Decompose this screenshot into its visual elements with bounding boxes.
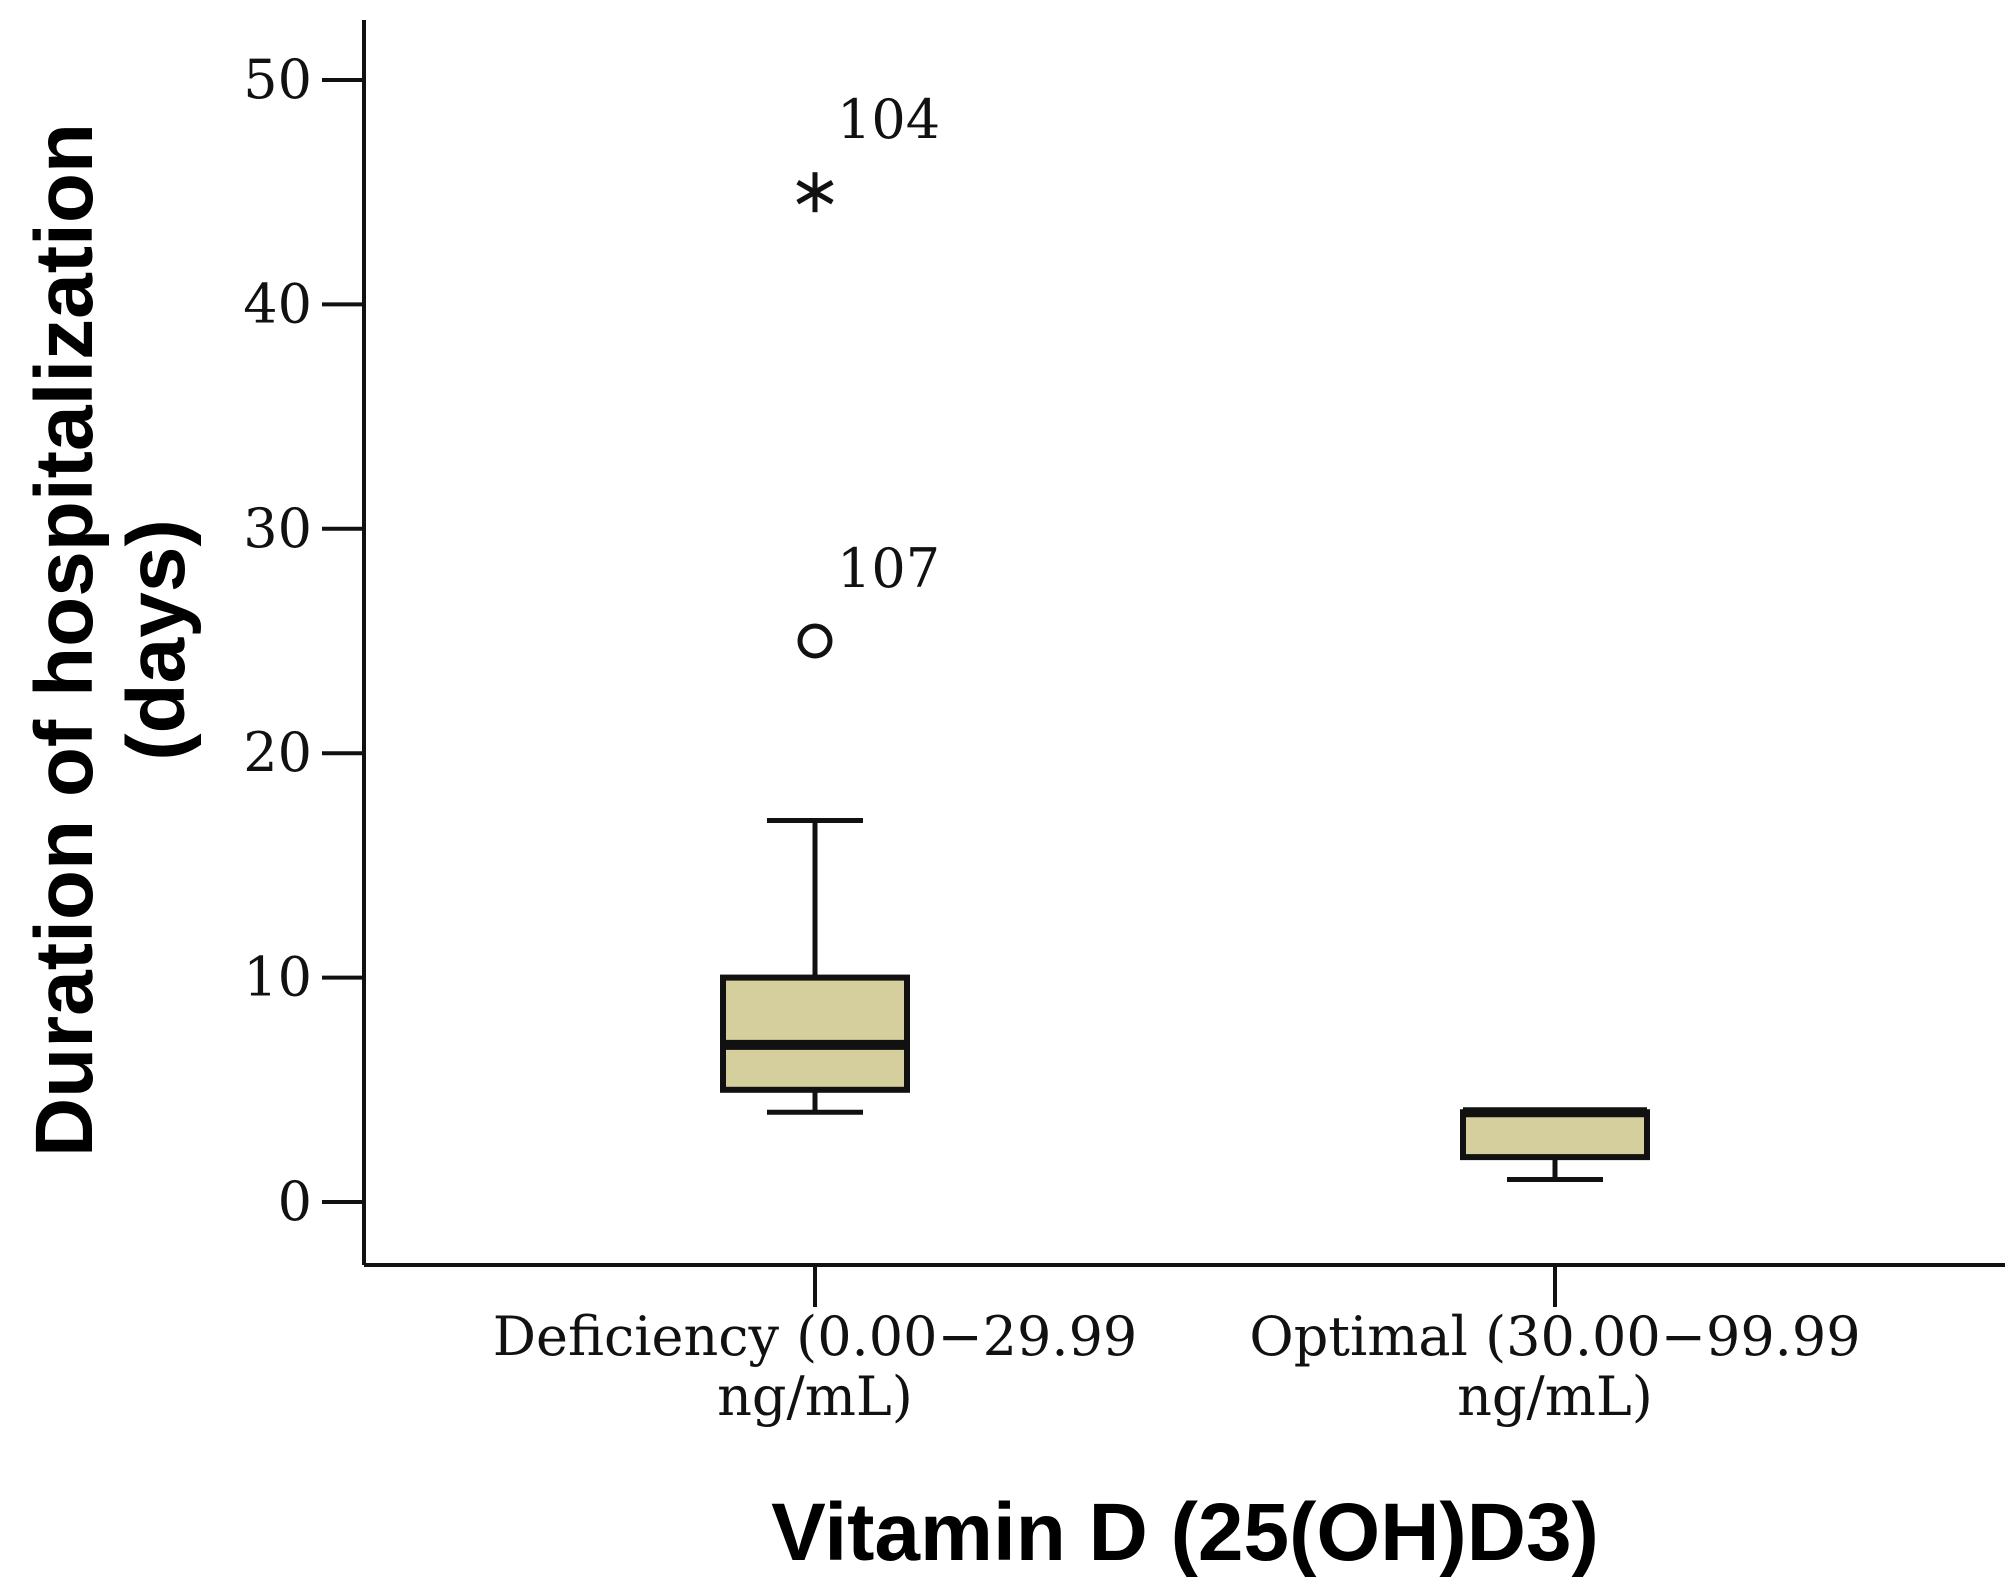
x-category-label: Deficiency (0.00−29.99 ng/mL)	[493, 1305, 1138, 1428]
y-axis-title-line: (days)	[111, 519, 202, 761]
y-tick-label: 20	[243, 721, 312, 784]
x-axis-title: Vitamin D (25(OH)D3)	[771, 1487, 1599, 1578]
y-axis-title: Duration of hospitalization(days)	[19, 123, 202, 1157]
outlier-label: 107	[837, 537, 940, 600]
x-category-label-line: Optimal (30.00−99.99	[1249, 1305, 1860, 1368]
y-axis-title-line: Duration of hospitalization	[19, 123, 110, 1157]
outlier-label: 104	[837, 88, 940, 151]
outlier-star-stroke	[796, 180, 834, 205]
y-tick-label: 40	[243, 272, 312, 335]
outlier-circle	[797, 623, 833, 659]
y-tick-label: 50	[243, 48, 312, 111]
y-tick-label: 0	[278, 1170, 312, 1233]
x-category-label-line: ng/mL)	[1457, 1365, 1653, 1428]
y-tick-label: 30	[243, 497, 312, 560]
x-category-label-line: Deficiency (0.00−29.99	[493, 1305, 1138, 1368]
x-category-label: Optimal (30.00−99.99 ng/mL)	[1249, 1305, 1860, 1428]
box-iqr	[720, 974, 910, 1093]
box-iqr	[1460, 1109, 1650, 1161]
outlier-star	[796, 172, 834, 213]
x-category-label-line: ng/mL)	[717, 1365, 913, 1428]
y-tick-label: 10	[243, 946, 312, 1009]
